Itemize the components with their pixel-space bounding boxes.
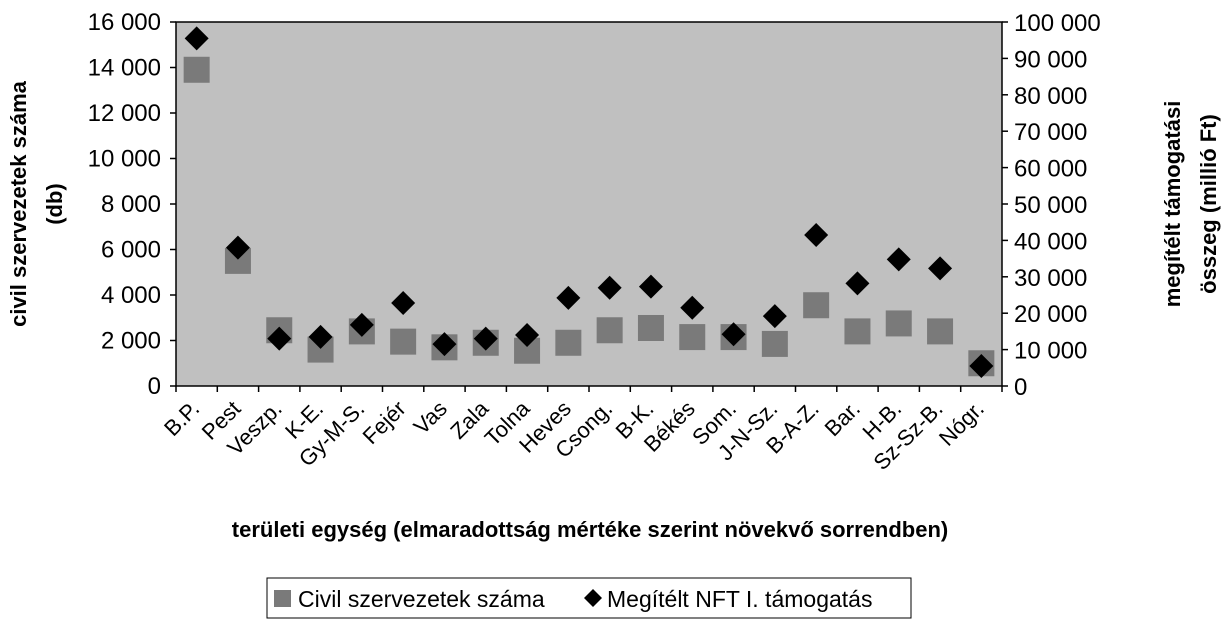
nft-point	[308, 324, 333, 349]
nft-point	[680, 295, 705, 320]
nft-point	[721, 322, 746, 347]
series-nft-markers	[184, 26, 994, 378]
civil-point	[679, 324, 706, 351]
legend: Civil szervezetek száma Megítélt NFT I. …	[266, 577, 912, 619]
civil-point	[183, 56, 210, 83]
left-tick-label: 12 000	[88, 100, 161, 127]
nft-point	[762, 304, 787, 329]
nft-point	[515, 323, 540, 348]
nft-point	[928, 256, 953, 281]
civil-point	[555, 329, 582, 356]
nft-point	[349, 312, 374, 337]
civil-point	[390, 328, 417, 355]
left-tick-label: 4 000	[101, 282, 161, 309]
civil-point	[803, 292, 830, 319]
legend-square-marker	[274, 590, 291, 607]
right-tick-label: 40 000	[1014, 228, 1087, 255]
left-tick-label: 0	[148, 373, 161, 400]
nft-point	[391, 291, 416, 316]
right-tick-label: 50 000	[1014, 192, 1087, 219]
nft-point	[804, 222, 829, 247]
nft-point	[556, 285, 581, 310]
left-tick-label: 14 000	[88, 55, 161, 82]
category-labels: B.P.PestVeszp.K-E.Gy-M-S.FejérVasZalaTol…	[159, 395, 989, 475]
nft-point	[597, 275, 622, 300]
right-tick-label: 100 000	[1014, 10, 1101, 37]
right-axis-title-line1: megítélt támogatási	[1160, 101, 1185, 308]
nft-point	[886, 247, 911, 272]
nft-point	[845, 271, 870, 296]
civil-point	[596, 317, 623, 344]
right-tick-label: 60 000	[1014, 156, 1087, 183]
category-label: Fejér	[358, 396, 411, 449]
civil-point	[637, 314, 664, 341]
left-tick-label: 8 000	[101, 191, 161, 218]
civil-point	[844, 318, 871, 345]
right-tick-label: 0	[1014, 374, 1027, 401]
right-tick-label: 30 000	[1014, 265, 1087, 292]
right-tick-label: 70 000	[1014, 119, 1087, 146]
category-label: Vas	[409, 396, 452, 439]
right-axis-ticks: 0 10 000 20 000 30 000 40 000 50 000 60 000 70 …	[1002, 10, 1101, 401]
category-label: Bar.	[820, 396, 865, 441]
plot-area	[175, 21, 1003, 387]
nft-point	[225, 235, 250, 260]
right-tick-label: 90 000	[1014, 46, 1087, 73]
left-tick-label: 2 000	[101, 328, 161, 355]
nft-point	[969, 353, 994, 378]
nft-point	[432, 332, 457, 357]
x-axis-title: területi egység (elmaradottság mértéke s…	[232, 517, 948, 542]
right-axis-title-line2: összeg (millió Ft)	[1196, 114, 1221, 294]
civil-point	[761, 330, 788, 357]
left-axis-title-line2: (db)	[42, 183, 67, 225]
left-tick-label: 10 000	[88, 146, 161, 173]
nft-point	[473, 326, 498, 351]
left-tick-label: 6 000	[101, 237, 161, 264]
left-axis-ticks: 0 2 000 4 000 6 000 8 000 10 000 12 000 14 000 1…	[88, 9, 176, 400]
right-tick-label: 10 000	[1014, 338, 1087, 365]
legend-label-civil: Civil szervezetek száma	[298, 586, 545, 612]
civil-point	[927, 318, 954, 345]
right-tick-label: 80 000	[1014, 83, 1087, 110]
civil-point	[885, 310, 912, 337]
x-axis-ticks	[175, 386, 1003, 392]
nft-point	[267, 326, 292, 351]
nft-point	[638, 274, 663, 299]
left-tick-label: 16 000	[88, 9, 161, 36]
legend-label-nft: Megítélt NFT I. támogatás	[607, 586, 872, 612]
legend-diamond-marker	[584, 589, 602, 607]
left-axis-title-line1: civil szervezetek száma	[6, 80, 31, 327]
category-label: Nógr.	[934, 396, 989, 451]
nft-point	[184, 26, 209, 51]
right-tick-label: 20 000	[1014, 301, 1087, 328]
category-label: B.P.	[159, 396, 204, 441]
